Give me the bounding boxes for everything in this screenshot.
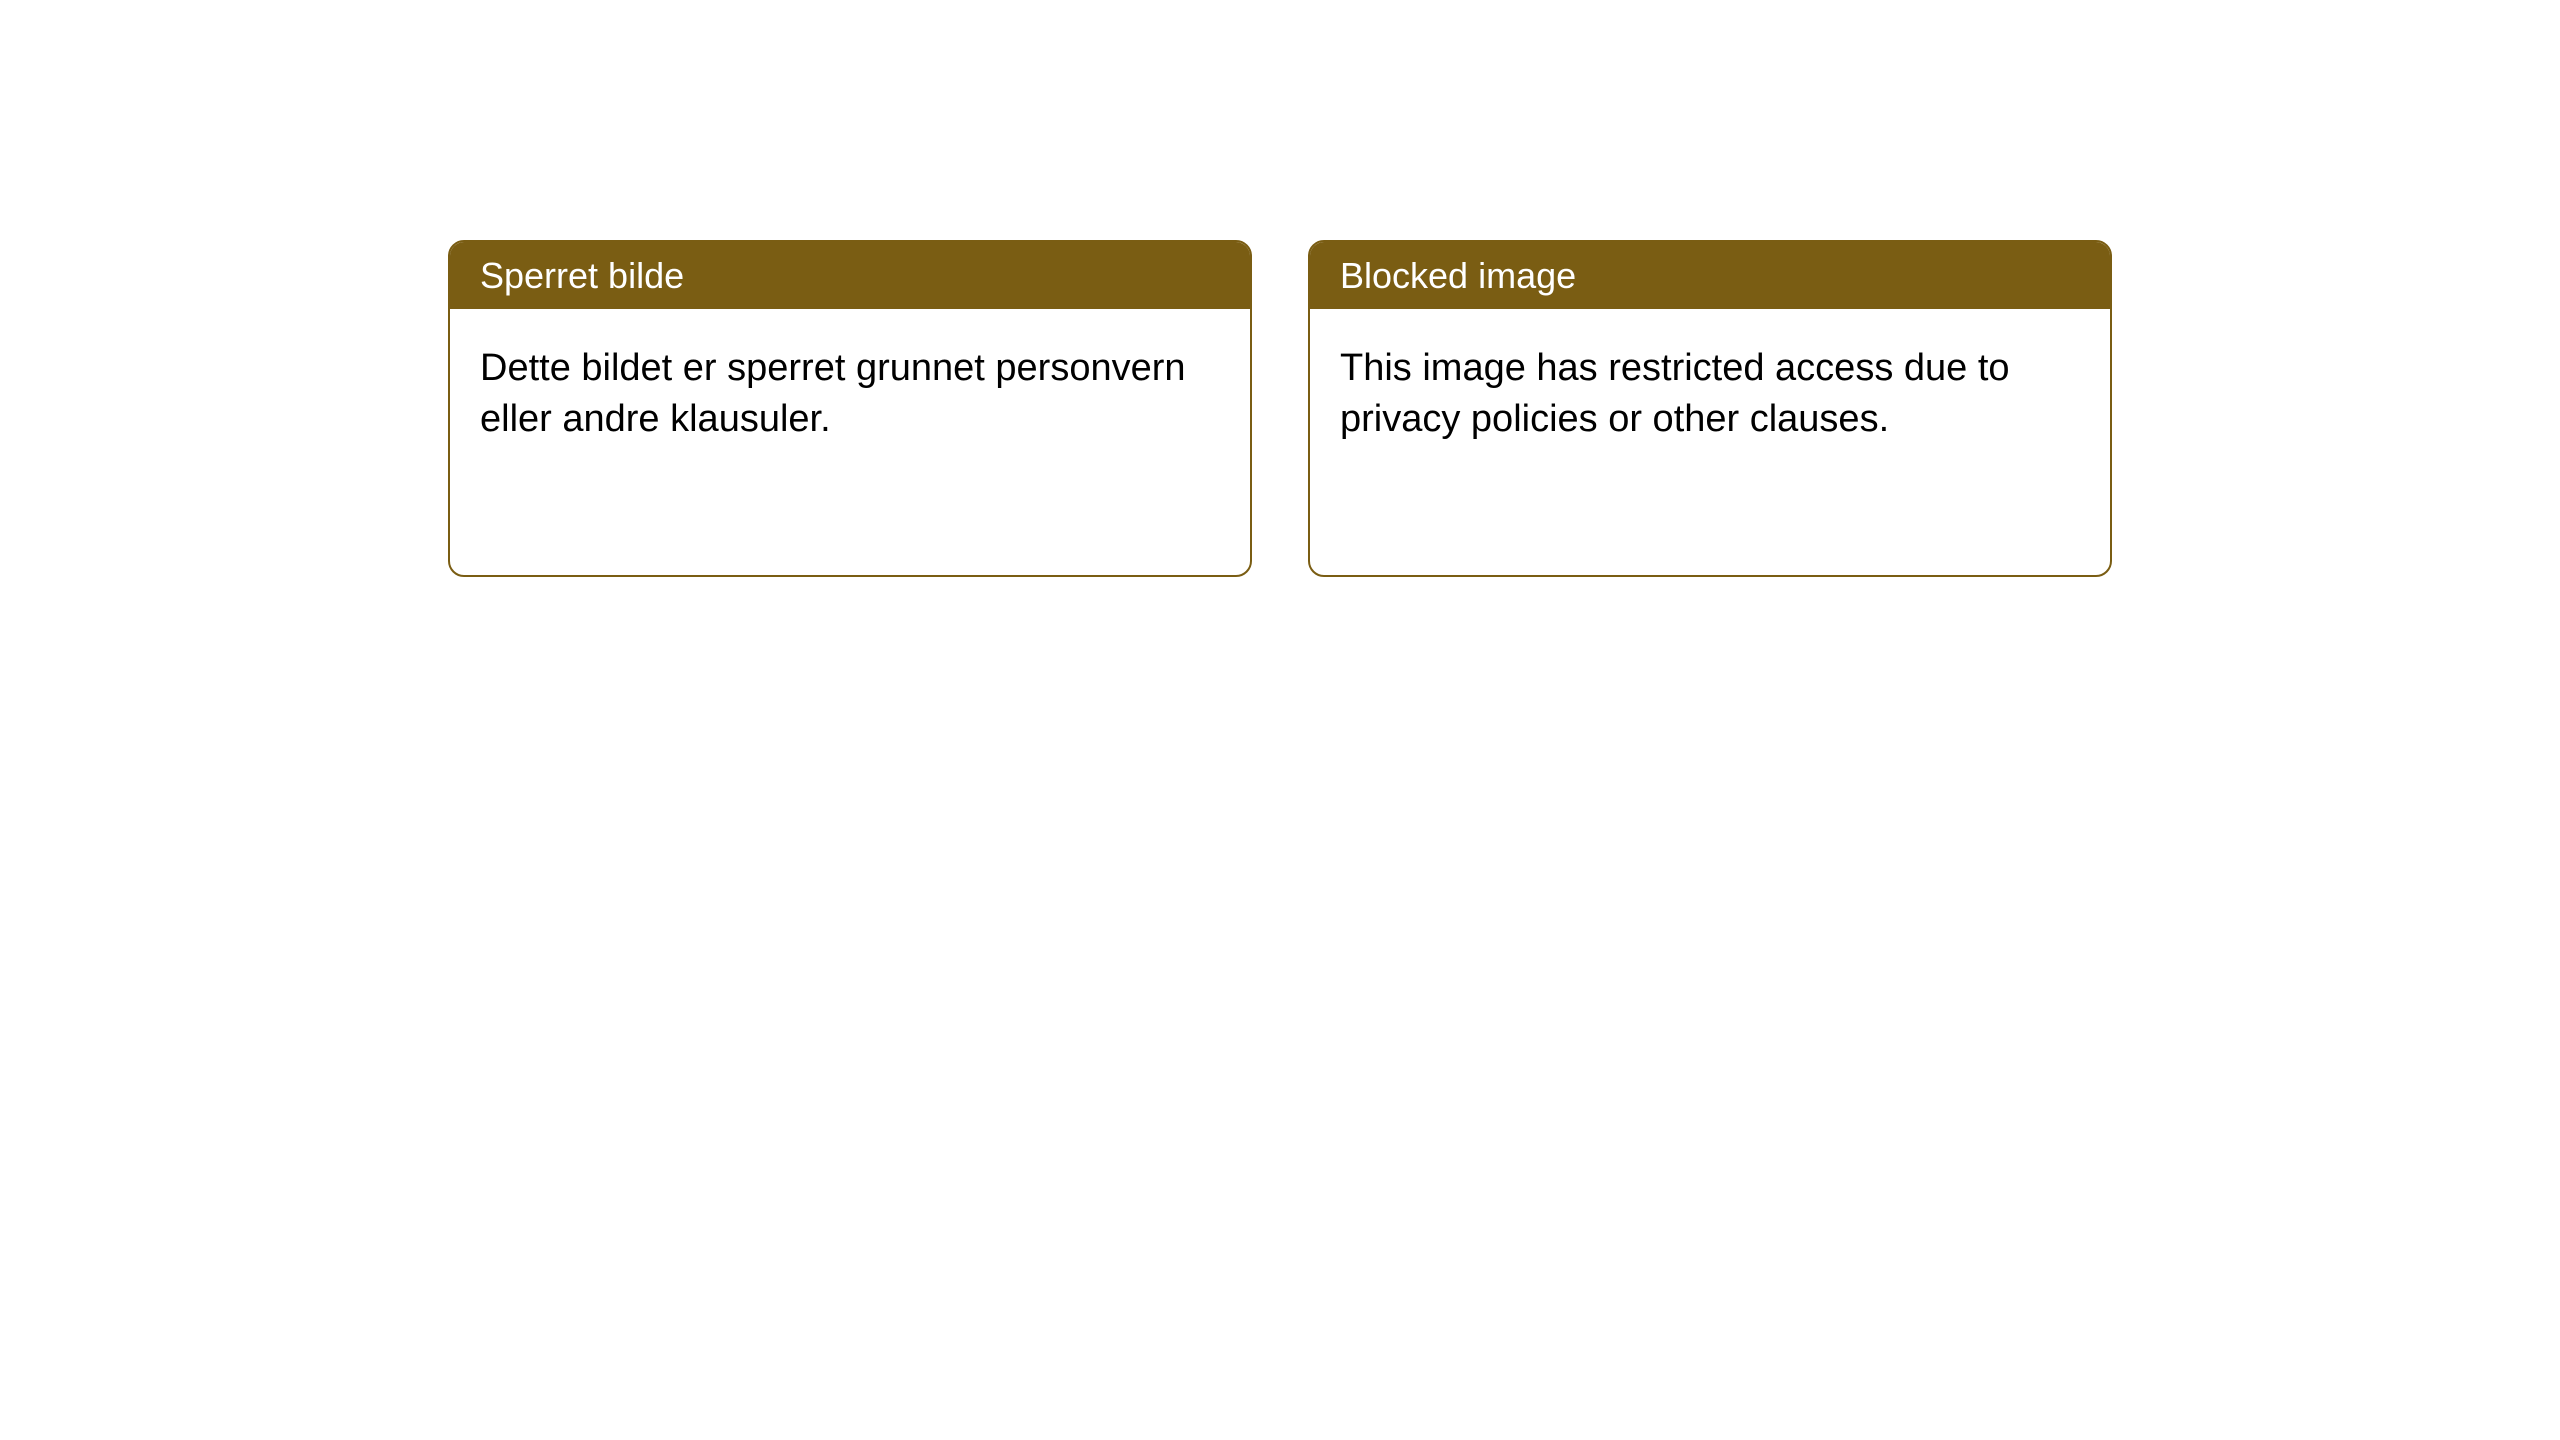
card-body: This image has restricted access due to … <box>1310 309 2110 480</box>
card-title: Blocked image <box>1340 255 1576 296</box>
notice-cards-container: Sperret bilde Dette bildet er sperret gr… <box>448 240 2560 577</box>
card-header: Sperret bilde <box>450 242 1250 309</box>
notice-card-english: Blocked image This image has restricted … <box>1308 240 2112 577</box>
card-message: Dette bildet er sperret grunnet personve… <box>480 347 1186 440</box>
card-header: Blocked image <box>1310 242 2110 309</box>
notice-card-norwegian: Sperret bilde Dette bildet er sperret gr… <box>448 240 1252 577</box>
card-message: This image has restricted access due to … <box>1340 347 2010 440</box>
card-title: Sperret bilde <box>480 255 684 296</box>
card-body: Dette bildet er sperret grunnet personve… <box>450 309 1250 480</box>
